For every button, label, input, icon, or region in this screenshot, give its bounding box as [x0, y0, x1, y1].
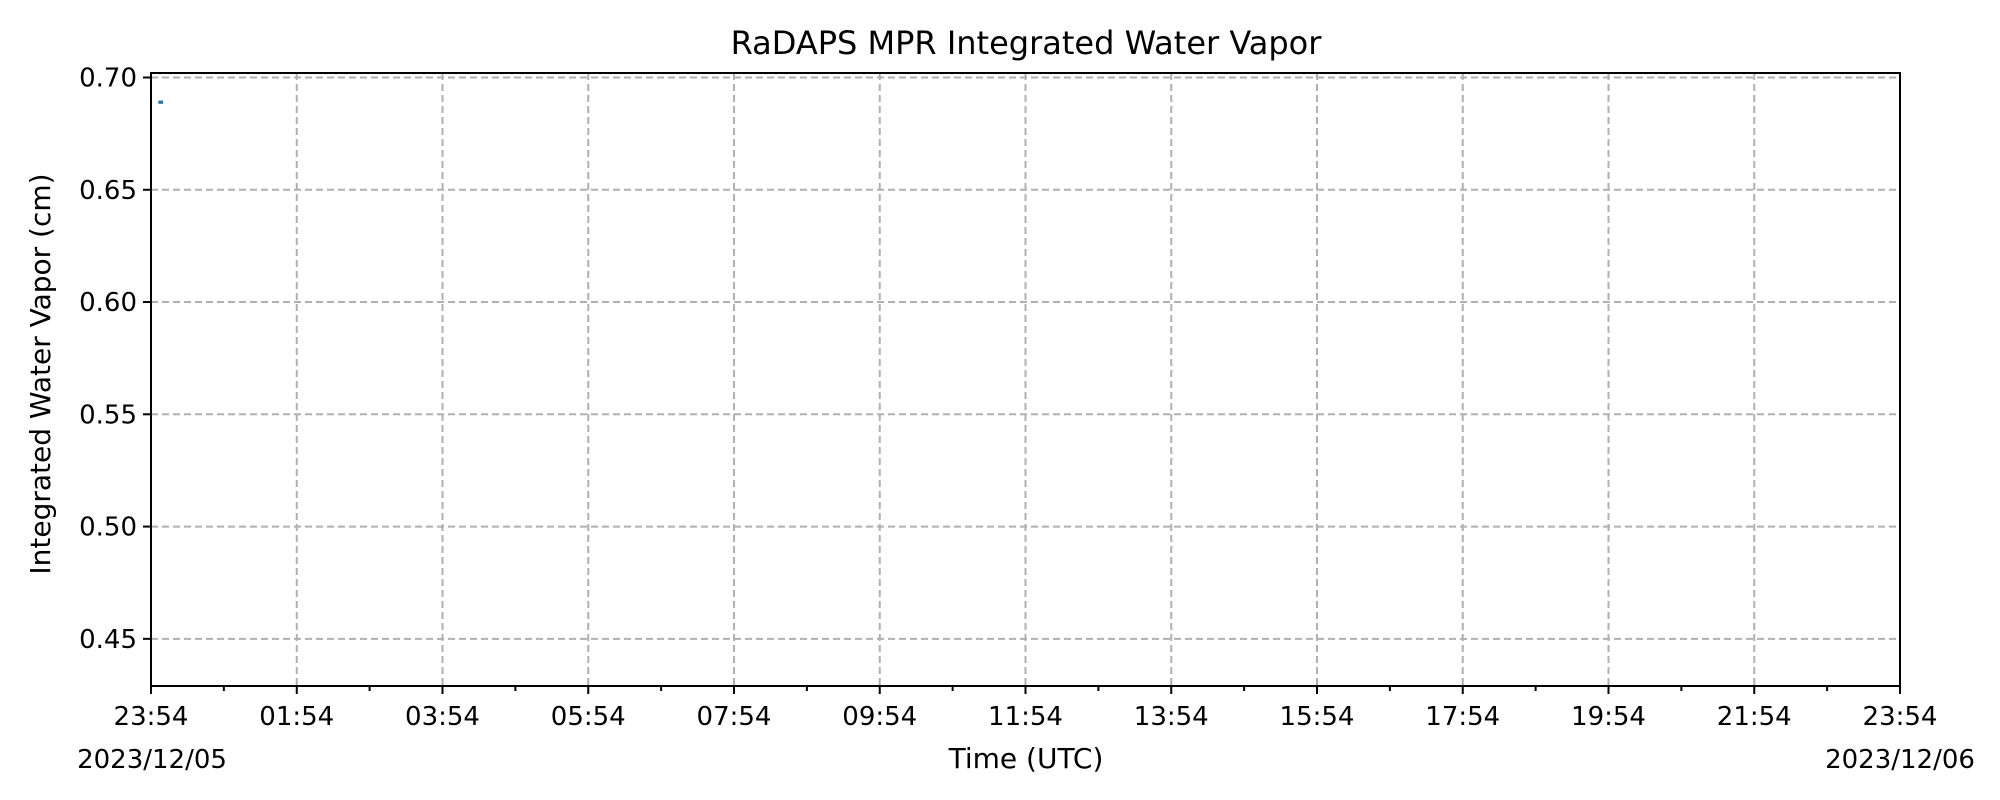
y-tick-label: 0.60 [79, 288, 137, 318]
x-tick-label: 17:54 [1425, 702, 1500, 732]
x-tick-label: 19:54 [1571, 702, 1646, 732]
x-start-date-label: 2023/12/05 [77, 745, 227, 775]
y-tick-label: 0.45 [79, 625, 137, 655]
y-axis-label: Integrated Water Vapor (cm) [24, 173, 57, 574]
x-tick-label: 23:54 [1863, 702, 1938, 732]
x-axis-label: Time (UTC) [948, 742, 1104, 775]
x-tick-label: 13:54 [1134, 702, 1209, 732]
x-tick-label: 07:54 [697, 702, 772, 732]
x-tick-label: 11:54 [988, 702, 1063, 732]
x-tick-label: 05:54 [551, 702, 626, 732]
x-tick-label: 23:54 [114, 702, 189, 732]
x-tick-label: 01:54 [259, 702, 334, 732]
y-tick-label: 0.50 [79, 513, 137, 543]
y-tick-label: 0.65 [79, 176, 137, 206]
x-tick-label: 21:54 [1717, 702, 1792, 732]
y-tick-label: 0.70 [79, 63, 137, 93]
y-tick-label: 0.55 [79, 400, 137, 430]
grid-lines [151, 73, 1900, 686]
x-tick-label: 09:54 [842, 702, 917, 732]
x-tick-label: 03:54 [405, 702, 480, 732]
chart-title: RaDAPS MPR Integrated Water Vapor [731, 24, 1323, 62]
x-tick-label: 15:54 [1280, 702, 1355, 732]
x-end-date-label: 2023/12/06 [1825, 745, 1975, 775]
axis-ticks: 0.45 0.50 0.55 0.60 0.65 0.70 23:54 01:54 03:54 0… [79, 63, 1937, 732]
